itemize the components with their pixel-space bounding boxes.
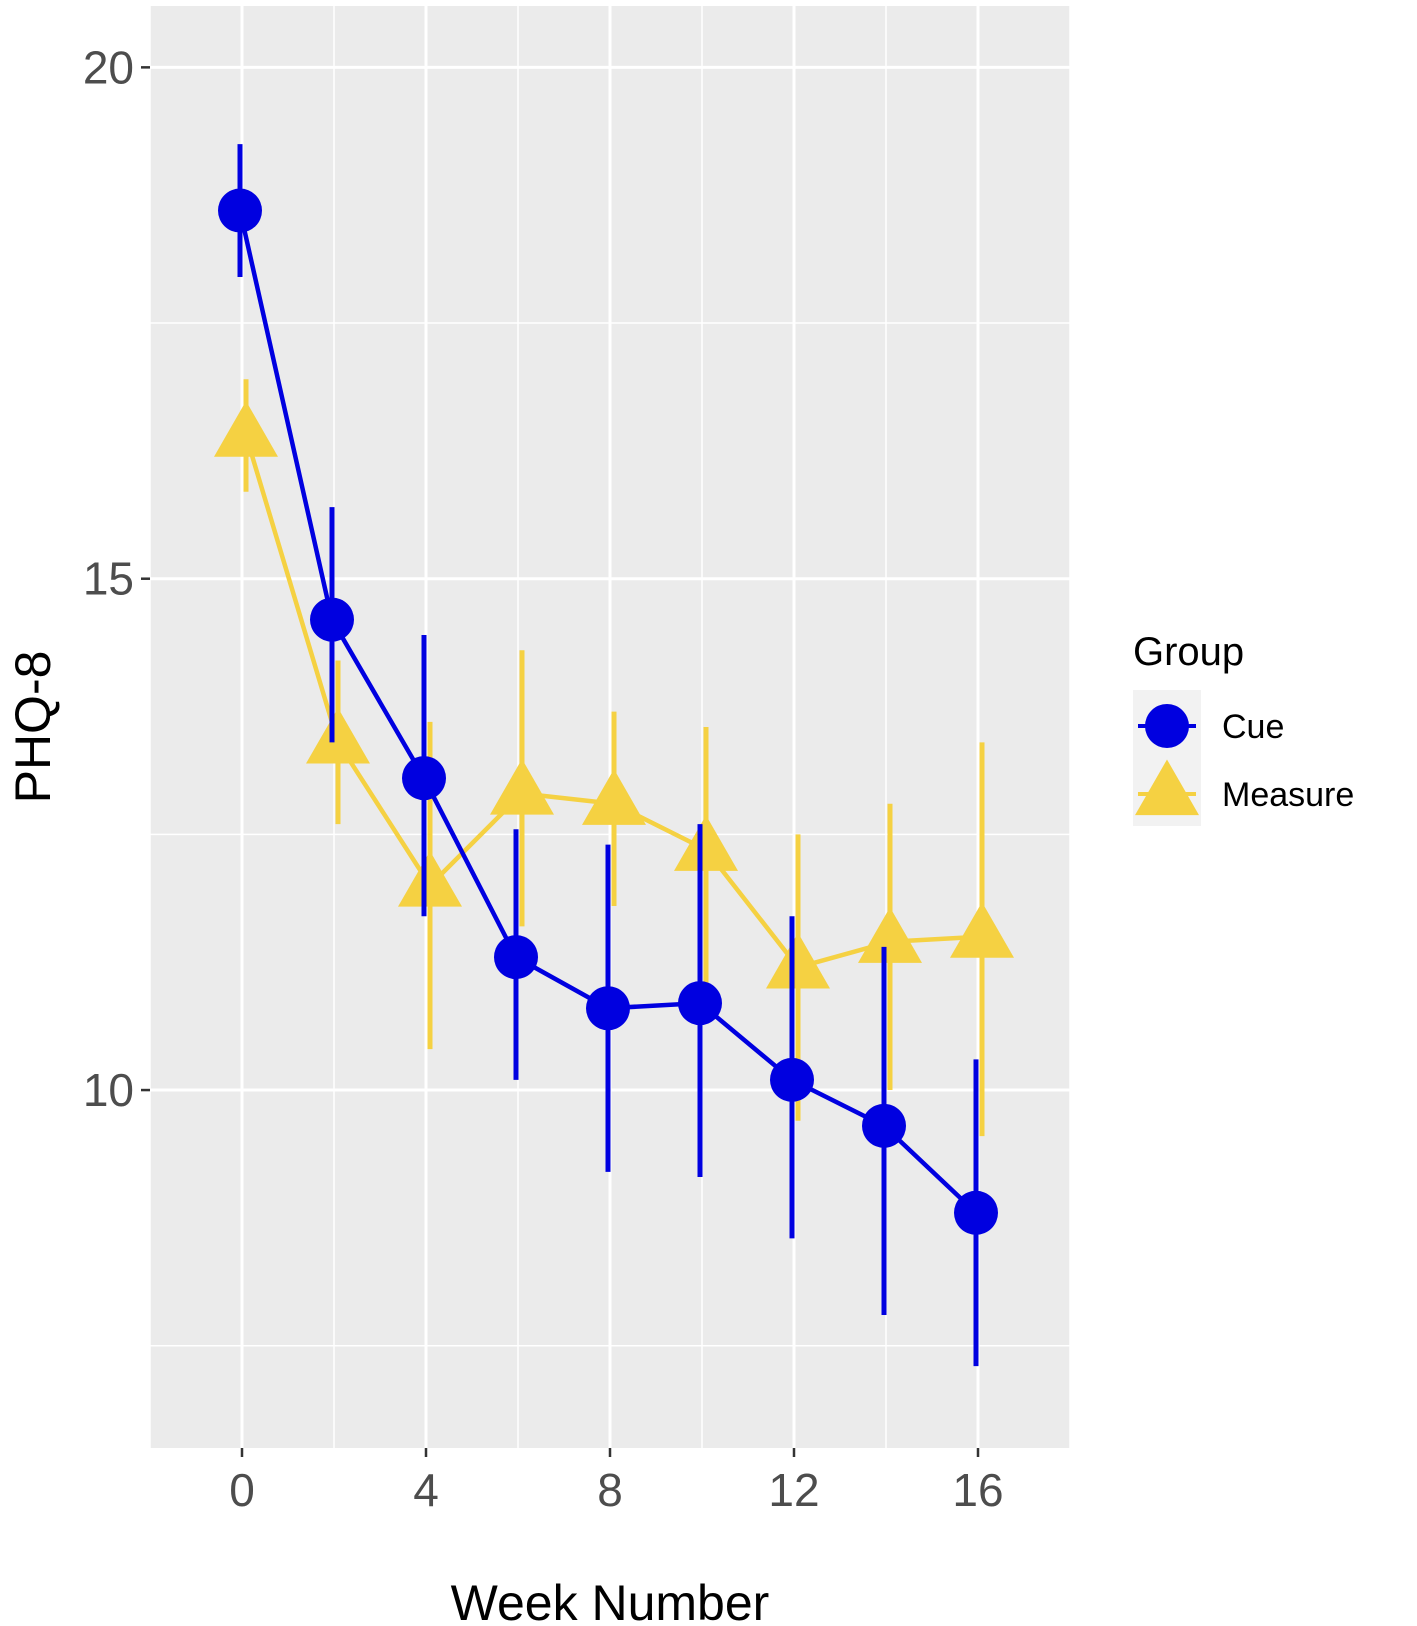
data-point-circle (402, 756, 446, 801)
legend-item-measure: Measure (1135, 759, 1354, 816)
data-point-triangle (214, 401, 278, 457)
data-point-circle (586, 986, 630, 1031)
x-axis-title: Week Number (451, 1575, 770, 1626)
data-point-triangle (766, 932, 830, 989)
data-point-circle (310, 597, 354, 642)
axis-ticks (141, 66, 980, 1457)
y-tick-label: 15 (83, 553, 134, 605)
x-tick-label: 12 (768, 1464, 819, 1516)
series-layer (214, 144, 1014, 1367)
x-tick-label: 4 (413, 1464, 439, 1516)
x-tick-label: 8 (597, 1464, 623, 1516)
data-point-circle (218, 188, 262, 233)
data-point-circle (862, 1103, 906, 1148)
series-cue (218, 144, 998, 1367)
legend: Group Cue Measure (1133, 630, 1354, 826)
data-point-triangle (306, 707, 370, 764)
data-point-triangle (674, 815, 738, 871)
x-axis-tick-labels: 0 4 8 12 16 (229, 1464, 1003, 1516)
x-tick-label: 16 (952, 1464, 1003, 1516)
legend-title: Group (1133, 630, 1244, 674)
data-point-circle (954, 1190, 998, 1235)
legend-label: Cue (1222, 708, 1284, 746)
data-point-circle (770, 1057, 814, 1102)
data-point-triangle (490, 758, 554, 815)
legend-label: Measure (1222, 776, 1354, 814)
data-point-circle (678, 981, 722, 1026)
legend-key-circle (1145, 704, 1189, 748)
y-tick-label: 20 (83, 41, 134, 93)
legend-items: Cue Measure (1135, 704, 1354, 816)
legend-item-cue: Cue (1138, 704, 1284, 748)
data-point-triangle (950, 902, 1014, 958)
y-axis-tick-labels: 10 15 20 (83, 41, 134, 1116)
data-point-circle (494, 935, 538, 980)
y-tick-label: 10 (83, 1064, 134, 1116)
legend-key-triangle (1135, 759, 1199, 816)
data-point-triangle (582, 769, 646, 825)
x-tick-label: 0 (229, 1464, 255, 1516)
data-point-triangle (858, 907, 922, 963)
data-point-triangle (398, 850, 462, 907)
y-axis-title: PHQ-8 (5, 651, 61, 804)
